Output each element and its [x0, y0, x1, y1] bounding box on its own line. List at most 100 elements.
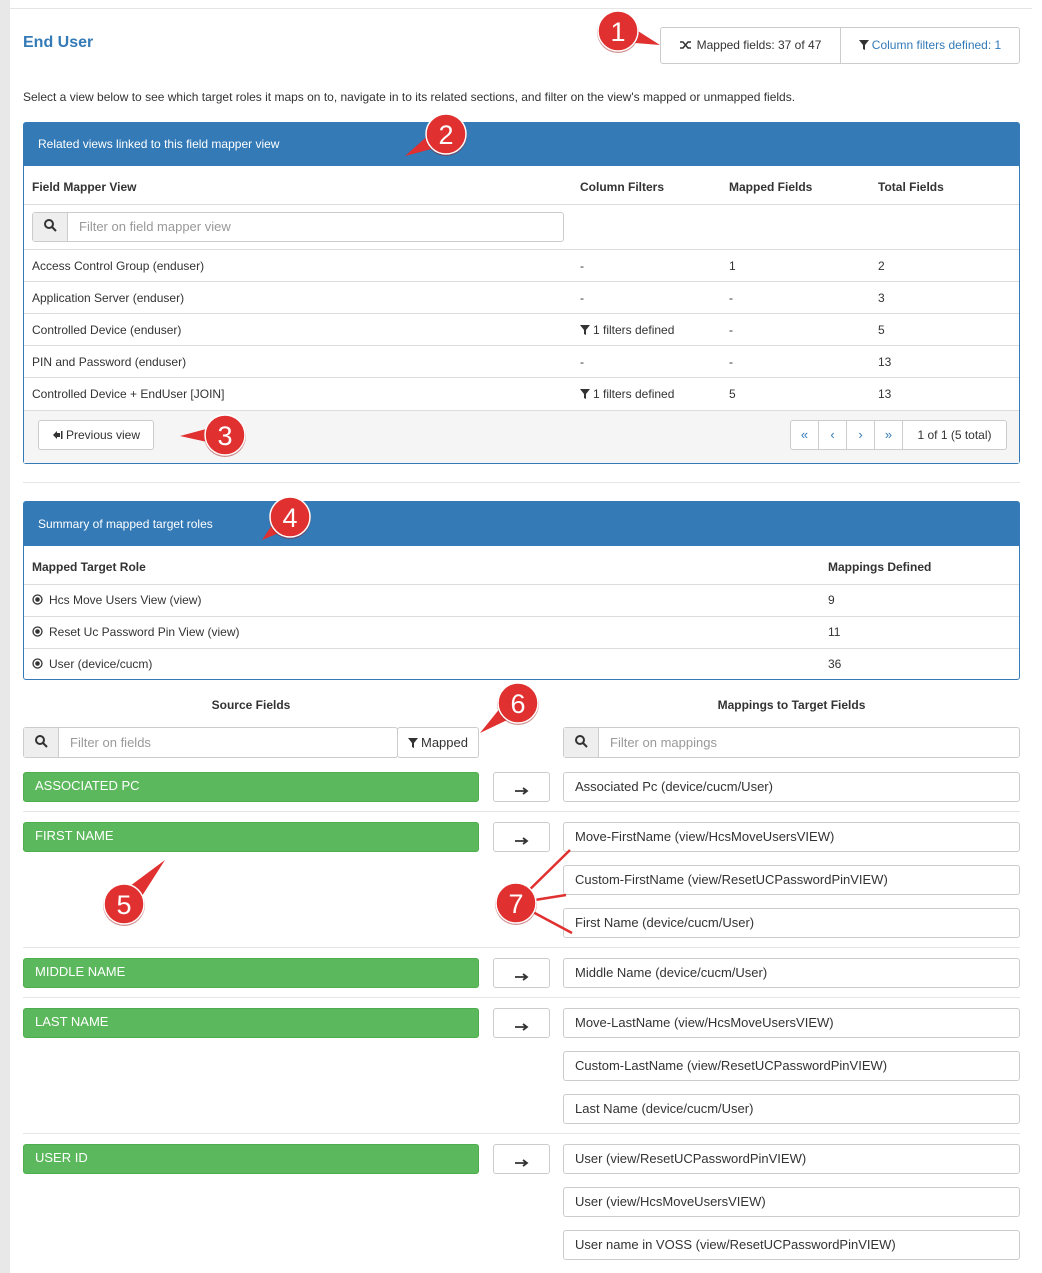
target-field: User name in VOSS (view/ResetUCPasswordP… — [563, 1230, 1020, 1260]
view-name: PIN and Password (enduser) — [32, 355, 187, 369]
row-border — [24, 281, 1019, 282]
search-addon — [564, 728, 599, 757]
search-addon — [33, 213, 68, 241]
pager-button[interactable]: « — [791, 421, 819, 449]
pager-button[interactable]: › — [847, 421, 875, 449]
page-info: 1 of 1 (5 total) — [917, 428, 992, 442]
map-arrow-button[interactable] — [493, 822, 550, 852]
table-cell: - — [580, 259, 584, 273]
filter-input[interactable]: Filter on field mapper view — [32, 212, 564, 242]
mapped-button[interactable]: Mapped — [397, 727, 479, 758]
column-header: Mappings Defined — [828, 560, 932, 574]
view-name: Application Server (enduser) — [32, 291, 185, 305]
target-field: User (view/ResetUCPasswordPinVIEW) — [563, 1144, 1020, 1174]
table-cell: 2 — [878, 259, 885, 273]
source-field[interactable]: LAST NAME — [23, 1008, 479, 1038]
icon — [515, 969, 529, 984]
callout-circle — [103, 884, 145, 926]
source-field[interactable]: ASSOCIATED PC — [23, 772, 479, 802]
section-rule — [23, 482, 1020, 483]
callout-circle — [495, 883, 537, 925]
mappings-filter[interactable]: Filter on mappings — [563, 727, 1020, 758]
target-field: Move-FirstName (view/HcsMoveUsersVIEW) — [563, 822, 1020, 852]
table-cell: 13 — [878, 387, 892, 401]
title: End User — [23, 34, 94, 51]
icon — [43, 219, 57, 235]
row-border — [24, 648, 1019, 649]
view-name: Controlled Device + EndUser [JOIN] — [32, 387, 225, 401]
fields-filter[interactable]: Filter on fields — [23, 727, 398, 758]
callout-number: 7 — [508, 889, 523, 919]
group-rule — [23, 1133, 1020, 1134]
search-addon — [24, 728, 59, 757]
callout-circle — [597, 11, 639, 53]
callout-number: 1 — [610, 17, 625, 47]
callout-pointer — [115, 860, 165, 912]
callout-circle — [495, 882, 537, 924]
target-role: Hcs Move Users View (view) — [32, 593, 201, 607]
group-rule — [23, 947, 1020, 948]
intro-text: Select a view below to see which target … — [23, 90, 796, 104]
row-border — [24, 584, 1019, 585]
source-field[interactable]: MIDDLE NAME — [23, 958, 479, 988]
icon — [32, 657, 49, 671]
callout-number: 6 — [510, 689, 525, 719]
column-header: Total Fields — [878, 180, 944, 194]
pager: «‹ ›» 1 of 1 (5 total) — [790, 420, 1007, 450]
source-fields-title: Source Fields — [211, 698, 291, 712]
target-field: User (view/HcsMoveUsersVIEW) — [563, 1187, 1020, 1217]
icon — [515, 833, 529, 848]
group-rule — [23, 811, 1020, 812]
target-role: Reset Uc Password Pin View (view) — [32, 625, 240, 639]
icon — [515, 783, 529, 798]
target-field: Custom-FirstName (view/ResetUCPasswordPi… — [563, 865, 1020, 895]
target-field: Middle Name (device/cucm/User) — [563, 958, 1020, 988]
panel-heading: Related views linked to this field mappe… — [24, 123, 1019, 166]
mappings-title: Mappings to Target Fields — [717, 698, 866, 712]
target-field: First Name (device/cucm/User) — [563, 908, 1020, 938]
summary-panel: Summary of mapped target roles Mapped Tar… — [23, 501, 1020, 680]
icon — [515, 1019, 529, 1034]
view-name: Access Control Group (enduser) — [32, 259, 205, 273]
table-cell: - — [729, 355, 733, 369]
column-filters-button[interactable]: Column filters defined: 1 — [841, 28, 1019, 63]
mapping-count: 36 — [828, 657, 842, 671]
mapping-count: 11 — [828, 625, 841, 639]
pager-button[interactable]: » — [875, 421, 903, 449]
table-cell: - — [580, 291, 584, 305]
row-border — [24, 249, 1019, 250]
pager-button[interactable]: ‹ — [819, 421, 847, 449]
callout-pointer — [614, 20, 660, 45]
table-cell: 5 — [878, 323, 885, 337]
map-arrow-button[interactable] — [493, 958, 550, 988]
callout-circle — [103, 883, 145, 925]
table-cell[interactable]: 1 filters defined — [580, 387, 674, 401]
icon — [858, 38, 872, 52]
icon — [32, 593, 49, 607]
map-arrow-button[interactable] — [493, 1144, 550, 1174]
icon — [574, 734, 588, 751]
table-cell: 5 — [729, 387, 736, 401]
table-cell: - — [580, 355, 584, 369]
previous-view-button[interactable]: Previous view — [38, 420, 154, 450]
placeholder: Filter on mappings — [610, 735, 717, 750]
backdrop — [0, 0, 10, 1273]
table-cell: 1 — [729, 259, 736, 273]
target-field: Custom-LastName (view/ResetUCPasswordPin… — [563, 1051, 1020, 1081]
icon — [580, 323, 593, 337]
button-group: Mapped fields: 37 of 47 Column filters de… — [660, 27, 1020, 64]
target-field: Last Name (device/cucm/User) — [563, 1094, 1020, 1124]
mapped-fields-button[interactable]: Mapped fields: 37 of 47 — [661, 28, 841, 63]
source-field[interactable]: USER ID — [23, 1144, 479, 1174]
source-field[interactable]: FIRST NAME — [23, 822, 479, 852]
callout-pointer — [480, 694, 525, 733]
map-arrow-button[interactable] — [493, 772, 550, 802]
target-role: User (device/cucm) — [32, 657, 152, 671]
table-cell[interactable]: 1 filters defined — [580, 323, 674, 337]
placeholder: Filter on field mapper view — [79, 219, 231, 234]
panel-footer: Previous view «‹ ›» 1 of 1 (5 total) — [24, 410, 1019, 463]
map-arrow-button[interactable] — [493, 1008, 550, 1038]
table-cell: - — [729, 323, 733, 337]
column-header: Field Mapper View — [32, 180, 137, 194]
